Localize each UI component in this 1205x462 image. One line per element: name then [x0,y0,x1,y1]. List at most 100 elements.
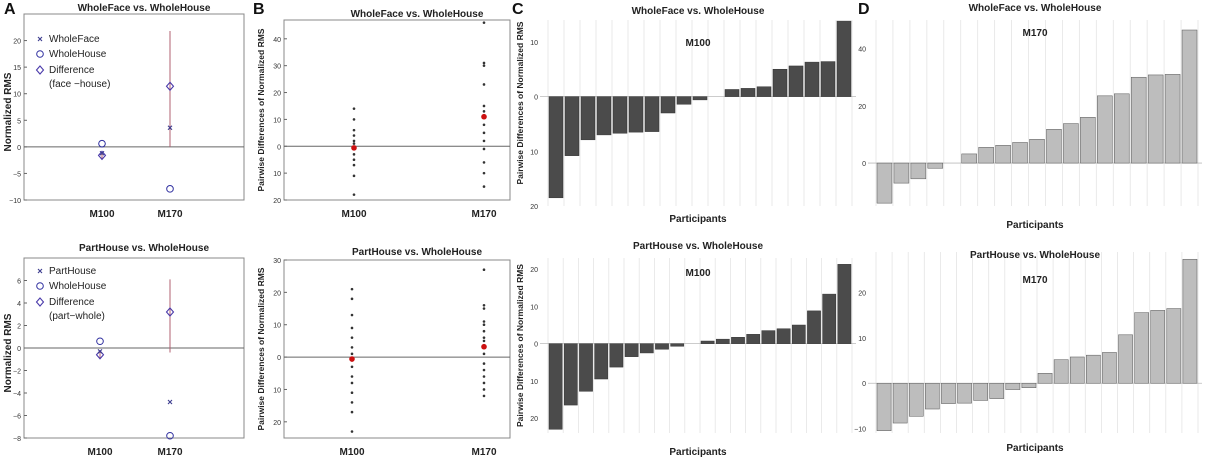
data-point [482,339,486,343]
bar [1097,95,1113,164]
chart-title: WholeFace vs. WholeHouse [632,6,765,17]
x-category-label: M100 [341,209,366,220]
bar [1053,359,1069,384]
y-tick-label: 10 [273,117,281,124]
data-point [350,352,354,356]
legend-face-marker [37,268,43,274]
chart-a2: PartHouse vs. WholeHouse −8 −6 −4 −2 0 2 4 6 Norm… [3,243,245,458]
chart-b1: WholeFace vs. WholeHouse 20 10 0 10 20 30 40 Pai… [256,9,511,220]
y-tick-label: 10 [13,92,21,99]
chart-title: WholeFace vs. WholeHouse [351,9,484,20]
data-point [482,139,486,143]
y-tick-label: 20 [858,291,866,298]
data-point [352,158,356,162]
y-tick-label: −2 [13,369,21,376]
bar [1046,129,1062,164]
data-point [352,128,356,132]
y-tick-label: 15 [13,65,21,72]
data-point [482,21,486,24]
bar [761,330,776,344]
mean-point [481,113,487,120]
bar [579,343,593,392]
bar [1118,334,1133,384]
legend-label: (face −house) [49,79,110,90]
data-point [482,375,486,378]
bar [644,96,660,132]
bar [756,86,772,97]
legend-house-marker [36,50,44,58]
legend-label: WholeFace [49,34,100,45]
y-tick-label: 0 [277,355,281,362]
house-marker [96,337,104,346]
y-axis-label: Normalized RMS [3,72,14,151]
data-point [482,304,486,307]
y-tick-label: 20 [530,267,538,274]
mean-point [349,356,355,362]
y-tick-label: 20 [530,204,538,211]
chart-subtitle: M100 [685,268,710,279]
difference-marker [165,81,175,92]
y-tick-label: 4 [17,301,21,308]
data-point [352,118,356,121]
bar [772,68,788,97]
mean-point [481,343,487,350]
y-tick-label: 20 [273,198,281,205]
y-tick-label: 0 [17,346,21,353]
chart-title: WholeFace vs. WholeHouse [969,3,1102,14]
y-tick-label: 10 [273,323,281,330]
data-point [482,388,486,391]
data-point [482,64,486,67]
bar [692,96,708,101]
y-tick-label: 20 [273,290,281,297]
chart-d1: WholeFace vs. WholeHouse M170 0 20 40 Partici… [858,3,1202,231]
bar [925,382,940,410]
legend-label: WholeHouse [49,281,107,292]
data-point [482,110,486,113]
data-point [352,142,356,145]
bar [1102,352,1117,384]
bar [804,61,820,97]
data-point [482,123,486,127]
x-category-label: M170 [157,447,182,458]
bar [837,264,852,344]
panel-letter-b: B [253,1,265,18]
bar [1037,373,1053,384]
house-marker [166,185,174,193]
y-tick-label: 10 [858,336,866,343]
house-marker [166,431,174,440]
x-category-label: M100 [89,209,114,220]
y-tick-label: 10 [530,149,538,156]
bar [910,162,927,180]
x-axis-label: Participants [669,447,727,458]
x-category-label: M100 [339,447,364,458]
panel-letter-d: D [858,1,870,18]
y-tick-label: −10 [9,198,21,205]
bar [1164,74,1181,164]
bar [1080,117,1096,164]
bar [941,382,956,404]
y-tick-label: 20 [530,416,538,423]
y-tick-label: 6 [17,279,21,286]
bar [1166,308,1182,384]
bar [563,343,578,406]
x-axis-label: Participants [1006,220,1064,231]
data-point [352,163,356,167]
face-marker [167,125,173,131]
bar [1181,29,1198,164]
legend-house-marker [36,282,44,290]
bar [612,96,628,134]
y-tick-label: 0 [862,161,866,168]
chart-c1: WholeFace vs. WholeHouse M100 20 10 0 10 Pairw… [515,6,856,225]
legend-difference-marker [35,65,45,75]
y-tick-label: 0 [277,144,281,151]
bar [731,337,745,344]
data-point [482,171,486,175]
data-point [352,134,356,137]
face-marker [97,348,103,354]
chart-subtitle: M170 [1022,28,1047,39]
data-point [482,362,486,365]
bar [1005,382,1021,390]
data-point [350,313,354,317]
data-point [350,375,354,378]
y-tick-label: −6 [13,414,21,421]
